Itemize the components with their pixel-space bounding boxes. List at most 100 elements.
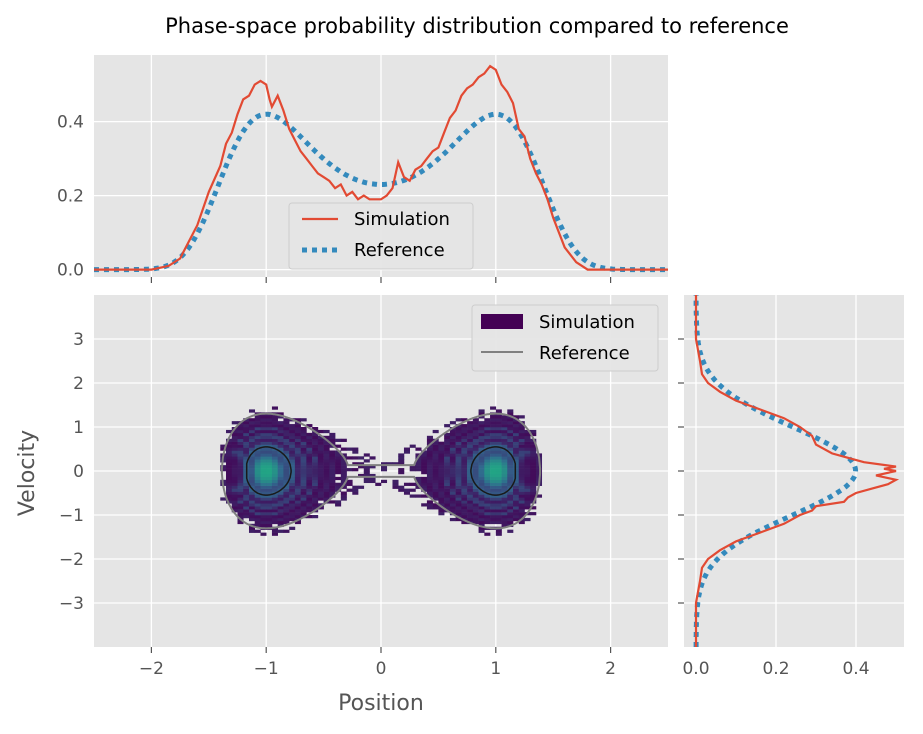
- histogram-cell: [277, 456, 284, 460]
- histogram-cell: [467, 473, 474, 478]
- histogram-cell: [231, 465, 238, 469]
- histogram-cell: [472, 465, 479, 469]
- histogram-cell: [226, 482, 233, 486]
- histogram-cell: [277, 468, 284, 472]
- histogram-cell: [472, 488, 479, 492]
- histogram-cell: [300, 432, 307, 437]
- histogram-cell: [472, 473, 479, 478]
- histogram-cell: [415, 468, 422, 472]
- histogram-cell: [254, 512, 261, 516]
- histogram-cell: [495, 438, 502, 442]
- histogram-cell: [432, 447, 439, 451]
- histogram-cell: [484, 494, 491, 498]
- histogram-cell: [472, 509, 479, 513]
- histogram-cell: [398, 459, 405, 463]
- histogram-cell: [277, 476, 284, 481]
- histogram-cell: [455, 441, 462, 445]
- histogram-cell: [467, 512, 474, 516]
- histogram-cell: [490, 479, 497, 484]
- histogram-cell: [231, 421, 238, 425]
- top-panel-grid: [94, 55, 668, 277]
- histogram-cell: [306, 509, 313, 513]
- histogram-cell: [260, 497, 267, 501]
- x-axis-label: Position: [338, 691, 424, 716]
- histogram-cell: [231, 473, 238, 478]
- histogram-cell: [277, 441, 284, 445]
- histogram-cell: [283, 435, 290, 440]
- joint-legend-simulation-swatch: [481, 314, 523, 329]
- histogram-cell: [277, 473, 284, 478]
- histogram-cell: [289, 491, 296, 495]
- histogram-cell: [226, 462, 233, 466]
- histogram-cell: [461, 515, 468, 519]
- histogram-cell: [283, 453, 290, 457]
- histogram-cell: [507, 494, 514, 498]
- histogram-cell: [495, 418, 502, 422]
- histogram-cell: [507, 517, 514, 522]
- histogram-cell: [426, 473, 433, 478]
- histogram-cell: [329, 432, 336, 437]
- histogram-cell: [484, 497, 491, 501]
- histogram-cell: [518, 465, 525, 469]
- histogram-cell: [248, 447, 256, 451]
- histogram-cell: [260, 459, 267, 463]
- histogram-cell: [455, 456, 462, 460]
- histogram-cell: [317, 456, 324, 460]
- histogram-cell: [518, 482, 525, 486]
- histogram-cell: [507, 438, 514, 442]
- histogram-cell: [507, 473, 514, 478]
- histogram-cell: [438, 497, 445, 501]
- histogram-cell: [495, 506, 502, 510]
- histogram-cell: [266, 429, 273, 434]
- histogram-cell: [513, 503, 520, 507]
- histogram-cell: [403, 450, 410, 454]
- histogram-cell: [472, 427, 479, 431]
- histogram-cell: [501, 515, 508, 519]
- histogram-cell: [495, 409, 502, 413]
- histogram-cell: [237, 424, 244, 428]
- histogram-cell: [426, 503, 433, 507]
- histogram-cell: [438, 459, 445, 463]
- top-y-tick-label: 0.2: [57, 187, 84, 207]
- histogram-cell: [444, 479, 451, 484]
- histogram-cell: [490, 459, 497, 463]
- histogram-cell: [226, 476, 233, 481]
- histogram-cell: [478, 520, 485, 525]
- histogram-cell: [335, 450, 342, 454]
- histogram-cell: [294, 427, 301, 431]
- histogram-cell: [467, 429, 474, 434]
- histogram-cell: [403, 488, 410, 492]
- histogram-cell: [438, 476, 445, 481]
- histogram-cell: [467, 503, 474, 507]
- histogram-cell: [254, 517, 261, 522]
- histogram-cell: [432, 476, 439, 481]
- histogram-cell: [507, 444, 514, 448]
- histogram-cell: [501, 488, 508, 492]
- histogram-cell: [271, 462, 278, 466]
- histogram-cell: [266, 515, 273, 519]
- histogram-cell: [312, 447, 319, 451]
- histogram-cell: [375, 482, 382, 486]
- histogram-cell: [444, 503, 451, 507]
- histogram-cell: [381, 479, 388, 484]
- histogram-cell: [248, 506, 256, 510]
- histogram-cell: [472, 459, 479, 463]
- histogram-cell: [306, 444, 313, 448]
- histogram-cell: [329, 471, 336, 475]
- histogram-cell: [490, 450, 497, 454]
- histogram-cell: [294, 447, 301, 451]
- histogram-cell: [231, 506, 238, 510]
- histogram-cell: [323, 488, 330, 492]
- histogram-cell: [300, 479, 307, 484]
- histogram-cell: [501, 468, 508, 472]
- histogram-cell: [352, 450, 359, 454]
- histogram-cell: [484, 468, 491, 472]
- histogram-cell: [294, 512, 301, 516]
- histogram-cell: [340, 453, 347, 457]
- histogram-cell: [266, 476, 273, 481]
- histogram-cell: [467, 476, 474, 481]
- histogram-cell: [254, 468, 261, 472]
- histogram-cell: [507, 515, 514, 519]
- histogram-cell: [243, 506, 250, 510]
